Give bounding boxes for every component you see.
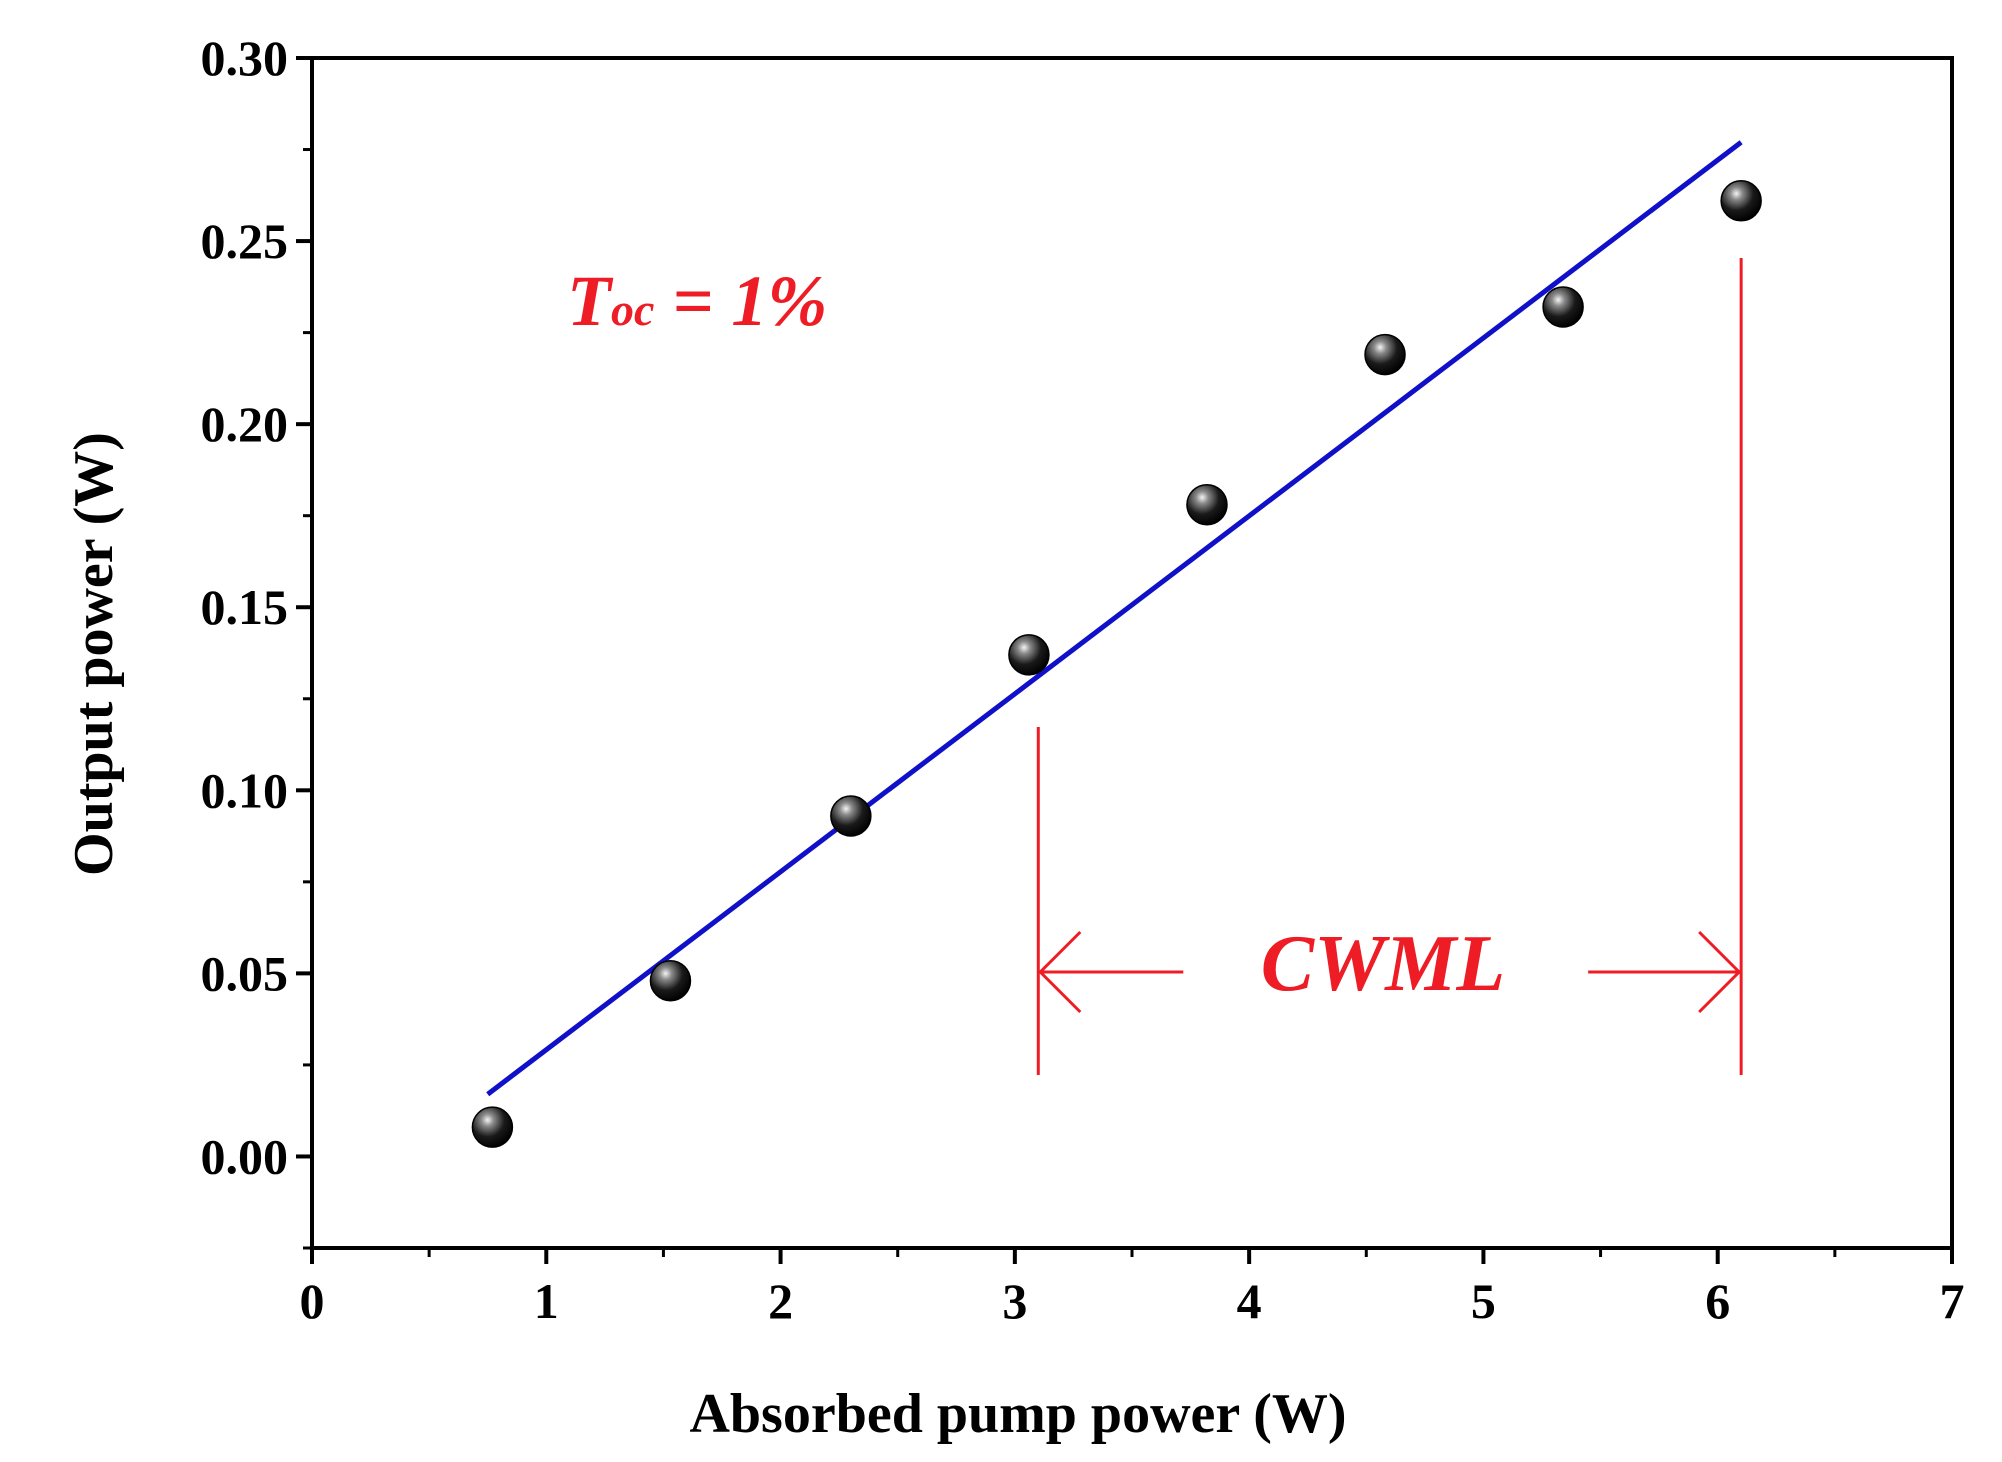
y-axis-title: Output power (W) [63, 432, 125, 876]
y-tick-label: 0.30 [201, 30, 289, 86]
x-axis-title: Absorbed pump power (W) [689, 1383, 1346, 1445]
x-tick-label: 3 [1002, 1273, 1027, 1329]
toc-subscript: oc [611, 284, 654, 335]
data-point [830, 795, 872, 837]
y-axis: 0.00 0.05 0.10 0.15 0.20 0.25 0.30 [201, 30, 312, 1250]
plot-border [310, 56, 1954, 1250]
right-arrow-head [1698, 930, 1742, 1014]
y-tick-label: 0.20 [201, 396, 289, 452]
y-tick-label: 0.00 [201, 1128, 289, 1184]
data-point [1008, 634, 1050, 676]
left-arrow-head [1038, 930, 1082, 1014]
fit-line [486, 140, 1743, 1097]
x-tick-label: 5 [1471, 1273, 1496, 1329]
x-tick-label: 6 [1705, 1273, 1730, 1329]
data-point [1720, 180, 1762, 222]
x-tick-label: 0 [300, 1273, 325, 1329]
x-axis: 0 1 2 3 4 5 6 7 [300, 1248, 1965, 1329]
y-tick-label: 0.25 [201, 213, 289, 269]
data-point [1186, 483, 1228, 526]
data-point [1364, 333, 1406, 376]
y-tick-label: 0.05 [201, 945, 289, 1001]
x-tick-label: 4 [1237, 1273, 1262, 1329]
toc-value: = 1% [654, 261, 827, 341]
data-point [649, 959, 692, 1002]
data-point [1542, 286, 1584, 328]
y-tick-label: 0.15 [201, 579, 289, 635]
fit-line-layer [486, 140, 1743, 1097]
toc-main-text: T [567, 261, 614, 341]
cwml-label: CWML [1261, 920, 1506, 1008]
plot-frame [310, 56, 1954, 1250]
x-tick-label: 7 [1940, 1273, 1965, 1329]
data-points-layer [471, 180, 1762, 1148]
y-tick-label: 0.10 [201, 762, 289, 818]
toc-annotation: Toc = 1% [567, 261, 827, 341]
x-tick-label: 2 [768, 1273, 793, 1329]
cwml-region-marker [1036, 258, 1743, 1075]
data-point [471, 1106, 514, 1148]
x-tick-label: 1 [534, 1273, 559, 1329]
